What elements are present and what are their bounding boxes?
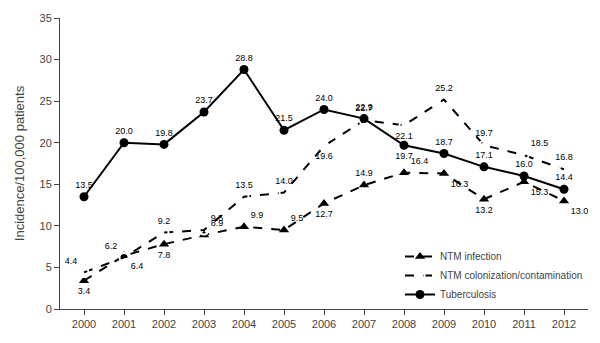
svg-text:2005: 2005: [272, 318, 296, 330]
svg-text:2004: 2004: [232, 318, 256, 330]
svg-text:22.1: 22.1: [395, 131, 413, 141]
svg-text:35: 35: [40, 12, 52, 24]
svg-text:25.2: 25.2: [435, 83, 453, 93]
svg-text:9.5: 9.5: [291, 213, 304, 223]
svg-text:28.8: 28.8: [235, 53, 253, 63]
svg-text:7.8: 7.8: [158, 250, 171, 260]
svg-text:13.5: 13.5: [235, 180, 253, 190]
svg-text:2012: 2012: [552, 318, 576, 330]
svg-text:12.7: 12.7: [315, 209, 333, 219]
svg-text:0: 0: [46, 303, 52, 315]
svg-text:16.0: 16.0: [515, 159, 533, 169]
svg-text:23.7: 23.7: [195, 95, 213, 105]
svg-text:20.0: 20.0: [115, 126, 133, 136]
svg-text:2007: 2007: [352, 318, 376, 330]
svg-text:2010: 2010: [472, 318, 496, 330]
svg-text:8.9: 8.9: [211, 218, 224, 228]
svg-text:24.0: 24.0: [315, 93, 333, 103]
svg-text:3.4: 3.4: [78, 286, 91, 296]
svg-text:19.7: 19.7: [395, 151, 413, 161]
svg-text:13.0: 13.0: [571, 206, 589, 216]
svg-text:14.9: 14.9: [355, 168, 373, 178]
svg-text:15.3: 15.3: [531, 187, 549, 197]
svg-text:18.5: 18.5: [531, 138, 549, 148]
svg-text:19.7: 19.7: [475, 128, 493, 138]
svg-text:NTM infection: NTM infection: [440, 251, 502, 262]
svg-text:5: 5: [46, 261, 52, 273]
svg-text:6.4: 6.4: [131, 261, 144, 271]
svg-text:2008: 2008: [392, 318, 416, 330]
svg-text:22.9: 22.9: [355, 102, 373, 112]
svg-text:20: 20: [40, 137, 52, 149]
svg-text:16.8: 16.8: [555, 152, 573, 162]
svg-text:9.9: 9.9: [251, 210, 264, 220]
svg-text:18.7: 18.7: [435, 137, 453, 147]
svg-text:13.5: 13.5: [75, 180, 93, 190]
svg-text:6.2: 6.2: [105, 241, 118, 251]
svg-text:Tuberculosis: Tuberculosis: [440, 289, 496, 300]
svg-text:4.4: 4.4: [65, 256, 78, 266]
svg-text:30: 30: [40, 53, 52, 65]
svg-text:14.4: 14.4: [555, 172, 573, 182]
svg-text:19.8: 19.8: [155, 128, 173, 138]
svg-text:16.4: 16.4: [411, 156, 429, 166]
svg-text:2001: 2001: [112, 318, 136, 330]
svg-text:2011: 2011: [512, 318, 536, 330]
svg-text:19.6: 19.6: [315, 151, 333, 161]
svg-text:9.2: 9.2: [158, 216, 171, 226]
svg-text:2009: 2009: [432, 318, 456, 330]
svg-text:25: 25: [40, 95, 52, 107]
svg-text:2003: 2003: [192, 318, 216, 330]
svg-text:2002: 2002: [152, 318, 176, 330]
svg-text:15: 15: [40, 178, 52, 190]
svg-text:10: 10: [40, 220, 52, 232]
svg-text:9.5: 9.5: [211, 213, 224, 223]
svg-text:14.0: 14.0: [275, 176, 293, 186]
svg-text:13.2: 13.2: [475, 205, 493, 215]
svg-text:Incidence/100,000 patients: Incidence/100,000 patients: [12, 85, 27, 241]
svg-text:21.5: 21.5: [275, 113, 293, 123]
svg-text:NTM colonization/contamination: NTM colonization/contamination: [440, 270, 582, 281]
svg-text:17.1: 17.1: [475, 150, 493, 160]
svg-text:22.7: 22.7: [355, 103, 373, 113]
svg-text:16.3: 16.3: [451, 179, 469, 189]
svg-text:2000: 2000: [72, 318, 96, 330]
svg-text:2006: 2006: [312, 318, 336, 330]
